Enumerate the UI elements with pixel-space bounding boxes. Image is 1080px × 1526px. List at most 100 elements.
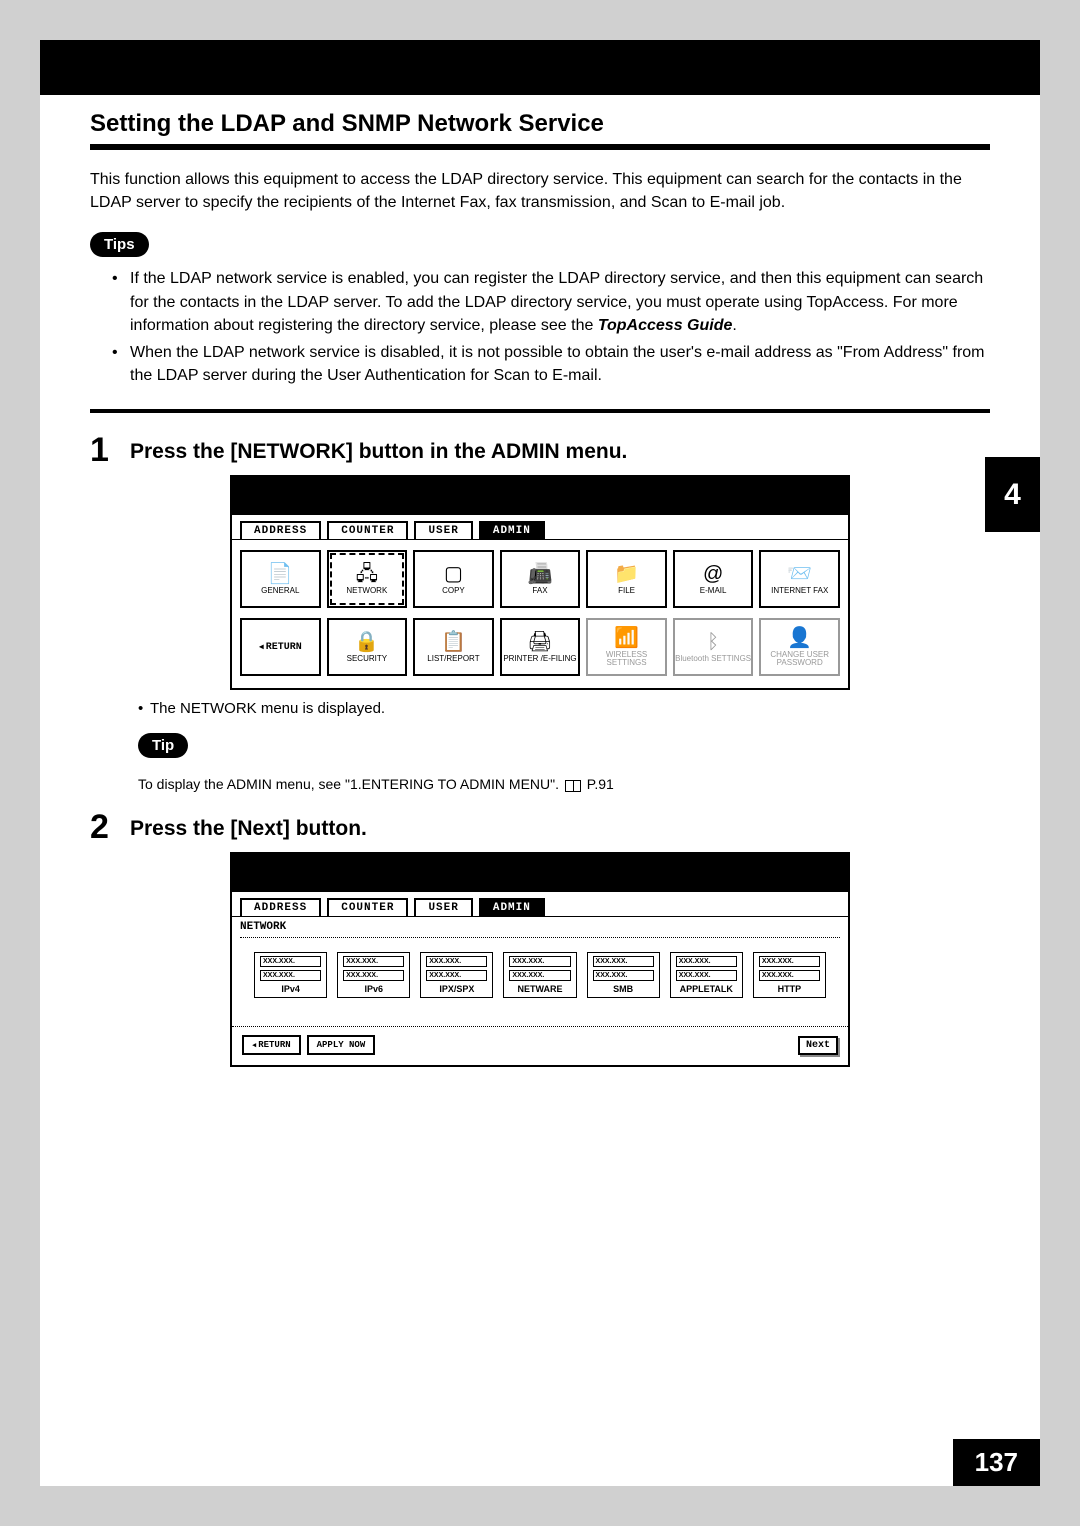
- change-password-label: CHANGE USER PASSWORD: [761, 651, 838, 669]
- tip1-text-a: If the LDAP network service is enabled, …: [130, 270, 983, 333]
- fax-label: FAX: [532, 587, 547, 596]
- network-menu-screenshot: ADDRESS COUNTER USER ADMIN NETWORK XXX.X…: [230, 852, 850, 1067]
- tip-ref-page: P.91: [587, 776, 614, 792]
- copy-label: COPY: [442, 587, 465, 596]
- ipxspx-field2: XXX.XXX.: [426, 970, 487, 981]
- appletalk-field1: XXX.XXX.: [676, 956, 737, 967]
- http-field1: XXX.XXX.: [759, 956, 820, 967]
- ipv6-field1: XXX.XXX.: [343, 956, 404, 967]
- file-icon: 📁: [614, 563, 639, 585]
- smb-field1: XXX.XXX.: [593, 956, 654, 967]
- book-icon: [565, 780, 581, 792]
- tab-row: ADDRESS COUNTER USER ADMIN: [232, 515, 848, 540]
- ipv4-field2: XXX.XXX.: [260, 970, 321, 981]
- tab-counter[interactable]: COUNTER: [327, 521, 408, 539]
- tab2-counter[interactable]: COUNTER: [327, 898, 408, 916]
- file-label: FILE: [618, 587, 635, 596]
- page: 4 Setting the LDAP and SNMP Network Serv…: [40, 40, 1040, 1486]
- screenshot2-top-bar: [230, 852, 850, 892]
- list-report-button[interactable]: 📋 LIST/REPORT: [413, 618, 494, 676]
- wireless-button: 📶 WIRELESS SETTINGS: [586, 618, 667, 676]
- step-2: 2 Press the [Next] button.: [90, 810, 990, 844]
- copy-icon: ▢: [444, 563, 463, 585]
- wireless-icon: 📶: [614, 627, 639, 649]
- tab2-address[interactable]: ADDRESS: [240, 898, 321, 916]
- network-icon: 🖧: [356, 563, 378, 585]
- apply-now-button[interactable]: APPLY NOW: [307, 1035, 376, 1055]
- ipv4-button[interactable]: XXX.XXX.XXX.XXX.IPv4: [254, 952, 327, 998]
- bluetooth-label: Bluetooth SETTINGS: [675, 655, 751, 664]
- tab-row-2: ADDRESS COUNTER USER ADMIN: [232, 892, 848, 917]
- copy-button[interactable]: ▢ COPY: [413, 550, 494, 608]
- return-button[interactable]: RETURN: [240, 618, 321, 676]
- list-report-icon: 📋: [441, 631, 466, 653]
- step-1: 1 Press the [NETWORK] button in the ADMI…: [90, 433, 990, 467]
- security-label: SECURITY: [347, 655, 387, 664]
- fax-button[interactable]: 📠 FAX: [500, 550, 581, 608]
- ipv6-button[interactable]: XXX.XXX. XXX.XXX. IPv6: [337, 952, 410, 998]
- fax-icon: 📠: [528, 563, 553, 585]
- appletalk-button[interactable]: XXX.XXX. XXX.XXX. APPLETALK: [670, 952, 743, 998]
- tab-admin[interactable]: ADMIN: [479, 521, 545, 539]
- step-2-number: 2: [90, 810, 130, 844]
- ipxspx-button[interactable]: XXX.XXX. XXX.XXX. IPX/SPX: [420, 952, 493, 998]
- admin-icon-grid-row1: 📄GENERAL 🖧 NETWORK ▢ COPY 📠 FAX 📁 FILE @E-MA…: [232, 540, 848, 614]
- step-2-title: Press the [Next] button.: [130, 810, 990, 843]
- chapter-tab: 4: [985, 457, 1040, 532]
- tips-list: If the LDAP network service is enabled, …: [90, 267, 990, 387]
- netware-label: NETWARE: [517, 984, 562, 994]
- file-button[interactable]: 📁 FILE: [586, 550, 667, 608]
- tab2-admin[interactable]: ADMIN: [479, 898, 545, 916]
- network-button[interactable]: 🖧 NETWORK: [327, 550, 408, 608]
- general-button[interactable]: 📄GENERAL: [240, 550, 321, 608]
- ipv6-field2: XXX.XXX.: [343, 970, 404, 981]
- security-button[interactable]: 🔒 SECURITY: [327, 618, 408, 676]
- network-protocol-grid: XXX.XXX. XXX.XXX. IPv4 XXX.XXX. XXX.XXX. IPv…: [240, 937, 840, 1018]
- netware-button[interactable]: XXX.XXX.XXX.XXX.NETWARE: [503, 952, 576, 998]
- ipxspx-field1: XXX.XXX.: [426, 956, 487, 967]
- tip-item-2: When the LDAP network service is disable…: [90, 341, 990, 387]
- step-1-title: Press the [NETWORK] button in the ADMIN …: [130, 433, 990, 466]
- printer-icon: 🖨: [527, 631, 552, 653]
- internet-fax-icon: 📨: [787, 563, 812, 585]
- ipxspx-label: IPX/SPX: [439, 984, 474, 994]
- appletalk-field2: XXX.XXX.: [676, 970, 737, 981]
- security-icon: 🔒: [354, 631, 379, 653]
- next-button[interactable]: Next: [798, 1036, 838, 1055]
- smb-label: SMB: [613, 984, 633, 994]
- network-section: NETWORK XXX.XXX.XXX.XXX.IPv4 XXX.XXX.XXX…: [232, 917, 848, 1026]
- http-field2: XXX.XXX.: [759, 970, 820, 981]
- tab-user[interactable]: USER: [414, 521, 472, 539]
- bluetooth-button: ᛒBluetooth SETTINGS: [673, 618, 754, 676]
- admin-menu-screenshot: ADDRESS COUNTER USER ADMIN 📄GENERAL 🖧 NET…: [230, 475, 850, 690]
- printer-efiling-label: PRINTER /E-FILING: [503, 655, 576, 664]
- tab2-user[interactable]: USER: [414, 898, 472, 916]
- printer-efiling-button[interactable]: 🖨 PRINTER /E-FILING: [500, 618, 581, 676]
- change-password-button: 👤 CHANGE USER PASSWORD: [759, 618, 840, 676]
- email-label: E-MAIL: [700, 587, 727, 596]
- tip-ref-text: To display the ADMIN menu, see "1.ENTERI…: [138, 776, 559, 792]
- internet-fax-button[interactable]: 📨 INTERNET FAX: [759, 550, 840, 608]
- ipv6-label: IPv6: [364, 984, 383, 994]
- tab-address[interactable]: ADDRESS: [240, 521, 321, 539]
- network-footer-row: RETURN APPLY NOW Next: [232, 1026, 848, 1065]
- header-black-bar: [40, 40, 1040, 95]
- step-1-number: 1: [90, 433, 130, 467]
- network-return-button[interactable]: RETURN: [242, 1035, 301, 1055]
- internet-fax-label: INTERNET FAX: [771, 587, 828, 596]
- wireless-label: WIRELESS SETTINGS: [588, 651, 665, 669]
- admin-icon-grid-row2: RETURN 🔒 SECURITY 📋 LIST/REPORT 🖨 PRINTER /…: [232, 614, 848, 688]
- smb-button[interactable]: XXX.XXX. XXX.XXX. SMB: [587, 952, 660, 998]
- network-label: NETWORK: [346, 587, 387, 596]
- screenshot2-body: ADDRESS COUNTER USER ADMIN NETWORK XXX.X…: [230, 892, 850, 1067]
- email-button[interactable]: @E-MAIL: [673, 550, 754, 608]
- screenshot-top-bar: [230, 475, 850, 515]
- list-report-label: LIST/REPORT: [427, 655, 479, 664]
- password-icon: 👤: [787, 627, 812, 649]
- smb-field2: XXX.XXX.: [593, 970, 654, 981]
- ipv4-label: IPv4: [281, 984, 300, 994]
- http-button[interactable]: XXX.XXX.XXX.XXX.HTTP: [753, 952, 826, 998]
- page-number: 137: [953, 1439, 1040, 1486]
- section-title: Setting the LDAP and SNMP Network Servic…: [90, 110, 990, 150]
- appletalk-label: APPLETALK: [680, 984, 733, 994]
